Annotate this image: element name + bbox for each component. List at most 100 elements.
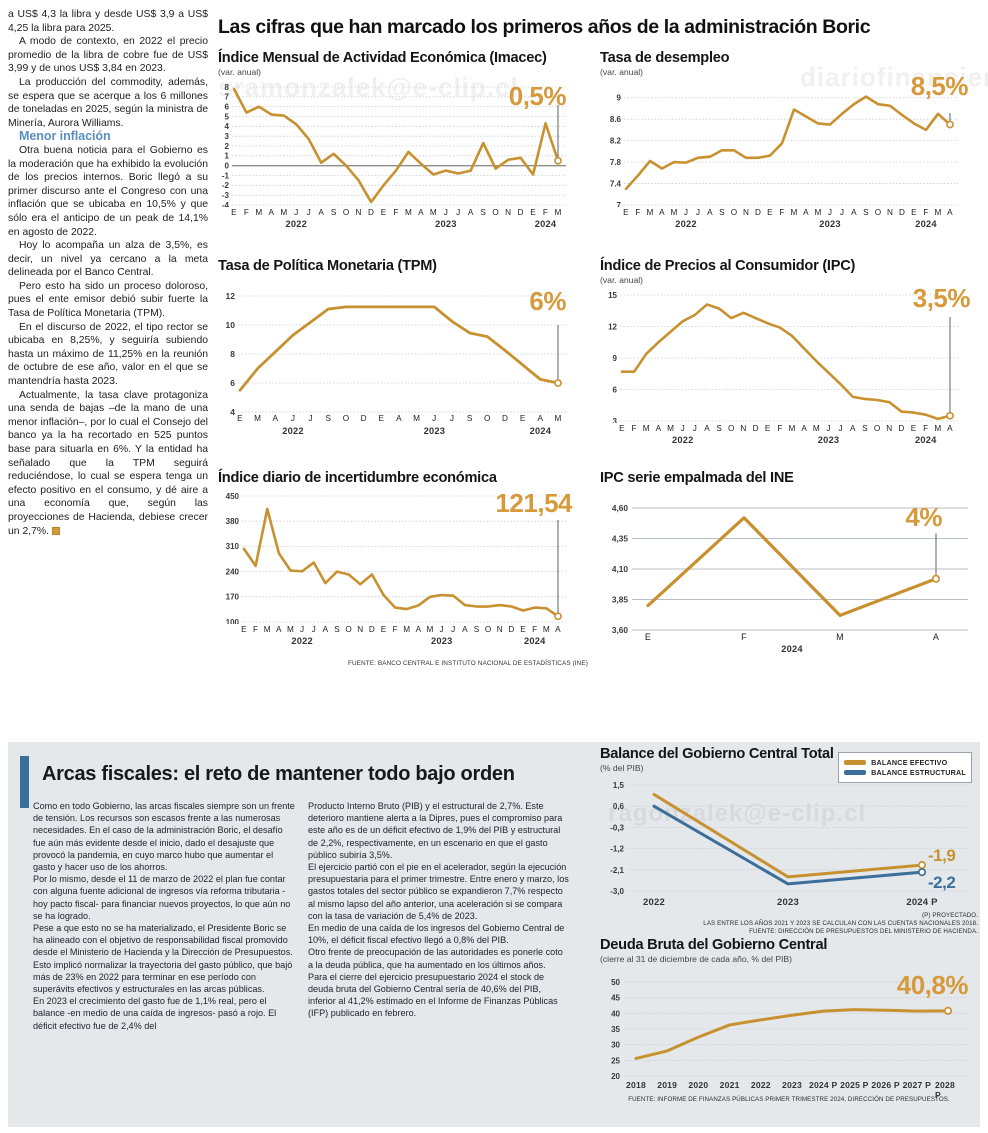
x-axis-month-label: M xyxy=(404,208,412,217)
x-axis-month-label: D xyxy=(368,208,375,217)
svg-text:4,35: 4,35 xyxy=(612,534,629,544)
chart-callout-value: 3,5% xyxy=(912,283,971,313)
x-axis-month-label: M xyxy=(413,414,421,423)
x-axis-month-label: M xyxy=(254,414,262,423)
chart-deuda-bruta: Deuda Bruta del Gobierno Central (cierre … xyxy=(600,937,978,1103)
x-axis-year-label: 2023 xyxy=(819,219,841,229)
paragraph: Por lo mismo, desde el 11 de marzo de 20… xyxy=(33,874,291,921)
x-axis-month-label: M xyxy=(934,424,942,433)
x-axis-month-label: A xyxy=(947,424,953,433)
chart-title: Índice Mensual de Actividad Económica (I… xyxy=(218,50,547,66)
x-axis-year-label: 2022 xyxy=(285,219,308,229)
chart-title: Tasa de Política Monetaria (TPM) xyxy=(218,258,437,274)
chart-subtitle: (var. anual) xyxy=(600,275,643,285)
x-axis-month-label: F xyxy=(542,208,549,217)
x-axis-month-label: F xyxy=(741,632,747,642)
chart-balance-gobierno-central: Balance del Gobierno Central Total (% del… xyxy=(600,746,978,935)
x-axis-month-label: J xyxy=(680,424,685,433)
x-axis-month-label: O xyxy=(492,208,499,217)
x-axis-month-label: M xyxy=(646,208,654,217)
svg-text:8: 8 xyxy=(225,83,230,92)
chart-plot-area: 8 7 6 5 4 3 2 1 0 -1 -2 -3 -4 0,5% xyxy=(218,81,588,207)
x-axis-month-label: M xyxy=(642,424,650,433)
x-axis-month-label: A xyxy=(318,208,325,217)
x-axis-month-label: N xyxy=(505,208,512,217)
chart-callout-value: 6% xyxy=(529,286,566,316)
paragraph: Otro frente de preocupación de las autor… xyxy=(308,947,563,970)
x-axis-month-label: N xyxy=(742,208,750,217)
chart-desempleo: Tasa de desempleo (var. anual) 9 8.6 8.2 7.8 7… xyxy=(600,50,978,231)
x-axis-month-label: J xyxy=(308,414,313,423)
x-axis-month-label: M xyxy=(403,625,411,634)
x-axis-month-label: F xyxy=(631,424,637,433)
x-axis-month-label: D xyxy=(508,625,515,634)
x-axis-month-label: E xyxy=(623,208,629,217)
x-axis-month-label: A xyxy=(462,625,468,634)
chart-note: LAS ENTRE LOS AÑOS 2021 Y 2023 SE CALCUL… xyxy=(703,920,978,927)
x-axis-month-label: M xyxy=(934,208,942,217)
x-axis-month-label: M xyxy=(255,208,263,217)
x-axis-year-label: 2022 xyxy=(282,426,304,436)
paragraph: A modo de contexto, en 2022 el precio pr… xyxy=(8,36,208,75)
legend-label: BALANCE EFECTIVO xyxy=(871,757,948,767)
x-axis-month-label: O xyxy=(345,625,352,634)
chart-x-axis: 2022 2023 2024 P xyxy=(600,897,974,911)
x-axis-month-label: F xyxy=(923,424,929,433)
svg-text:9: 9 xyxy=(613,354,618,363)
chart-legend: BALANCE EFECTIVO BALANCE ESTRUCTURAL xyxy=(838,752,972,783)
svg-text:380: 380 xyxy=(226,517,240,526)
svg-text:7.4: 7.4 xyxy=(610,179,622,188)
x-axis-month-label: J xyxy=(695,208,701,217)
x-axis-month-label: D xyxy=(368,625,375,634)
accent-bar xyxy=(20,756,29,808)
chart-title: Índice de Precios al Consumidor (IPC) xyxy=(600,258,856,274)
paragraph: Pese a que esto no se ha materializado, … xyxy=(33,923,293,995)
x-axis-month-label: M xyxy=(554,208,562,217)
x-axis-month-label: J xyxy=(294,208,299,217)
svg-text:3: 3 xyxy=(225,132,230,141)
legend-item: BALANCE ESTRUCTURAL xyxy=(844,768,966,777)
x-axis-month-label: J xyxy=(839,208,845,217)
svg-text:3,85: 3,85 xyxy=(612,595,629,605)
svg-text:4: 4 xyxy=(230,407,235,417)
x-axis-month-label: D xyxy=(754,208,762,217)
svg-text:35: 35 xyxy=(611,1025,620,1034)
svg-text:7: 7 xyxy=(225,93,230,102)
x-axis-month-label: S xyxy=(325,414,332,423)
x-axis-month-label: J xyxy=(306,208,311,217)
x-axis-month-label: D xyxy=(360,414,367,423)
x-axis-month-label: M xyxy=(429,208,437,217)
svg-text:170: 170 xyxy=(226,593,240,602)
x-axis-month-label: J xyxy=(826,424,831,433)
chart-tpm: Tasa de Política Monetaria (TPM) 12 10 8 6 4 6… xyxy=(218,258,588,446)
chart-note: FUENTE: DIRECCIÓN DE PRESUPUESTOS DEL MI… xyxy=(749,928,978,935)
x-axis-month-label: A xyxy=(467,208,474,217)
chart-subtitle: (var. anual) xyxy=(218,67,261,77)
top-section: sramonzalek@e-clip.cl diariofinanciero a… xyxy=(8,9,988,667)
x-axis-month-label: F xyxy=(777,424,783,433)
chart-ipc-empalmada: IPC serie empalmada del INE 4,60 4,35 4,10 3… xyxy=(600,470,978,662)
x-axis-month-label: O xyxy=(874,208,882,217)
x-axis-month-label: D xyxy=(898,424,905,433)
x-axis-month-label: E xyxy=(519,414,526,423)
x-axis-year-label: 2024 xyxy=(914,435,937,445)
x-axis-month-label: O xyxy=(484,414,491,423)
x-axis-month-label: A xyxy=(801,424,808,433)
x-axis-month-label: M xyxy=(287,625,295,634)
chart-plot-area: 450 380 310 240 170 100 121,54 xyxy=(218,490,588,624)
x-axis-month-label: A xyxy=(849,424,856,433)
svg-text:10: 10 xyxy=(226,320,236,330)
svg-text:-2: -2 xyxy=(222,181,230,190)
x-axis-month-label: E xyxy=(378,414,385,423)
x-axis-category-label: 2020 xyxy=(688,1080,709,1090)
chart-title: Deuda Bruta del Gobierno Central xyxy=(600,937,828,953)
chart-callout-value: 8,5% xyxy=(910,71,969,101)
x-axis-month-label: A xyxy=(803,208,809,217)
x-axis-year-label: 2024 xyxy=(534,219,557,229)
svg-text:100: 100 xyxy=(226,618,240,624)
chart-x-axis: E F M A M J J A S O N D E F M A M J J A S O N D E F M 2022 2023 2024 xyxy=(218,207,584,231)
x-axis-month-label: A xyxy=(655,424,662,433)
svg-text:-1: -1 xyxy=(222,171,230,180)
x-axis-category-label: 2024 P xyxy=(906,897,938,908)
x-axis-month-label: D xyxy=(898,208,906,217)
